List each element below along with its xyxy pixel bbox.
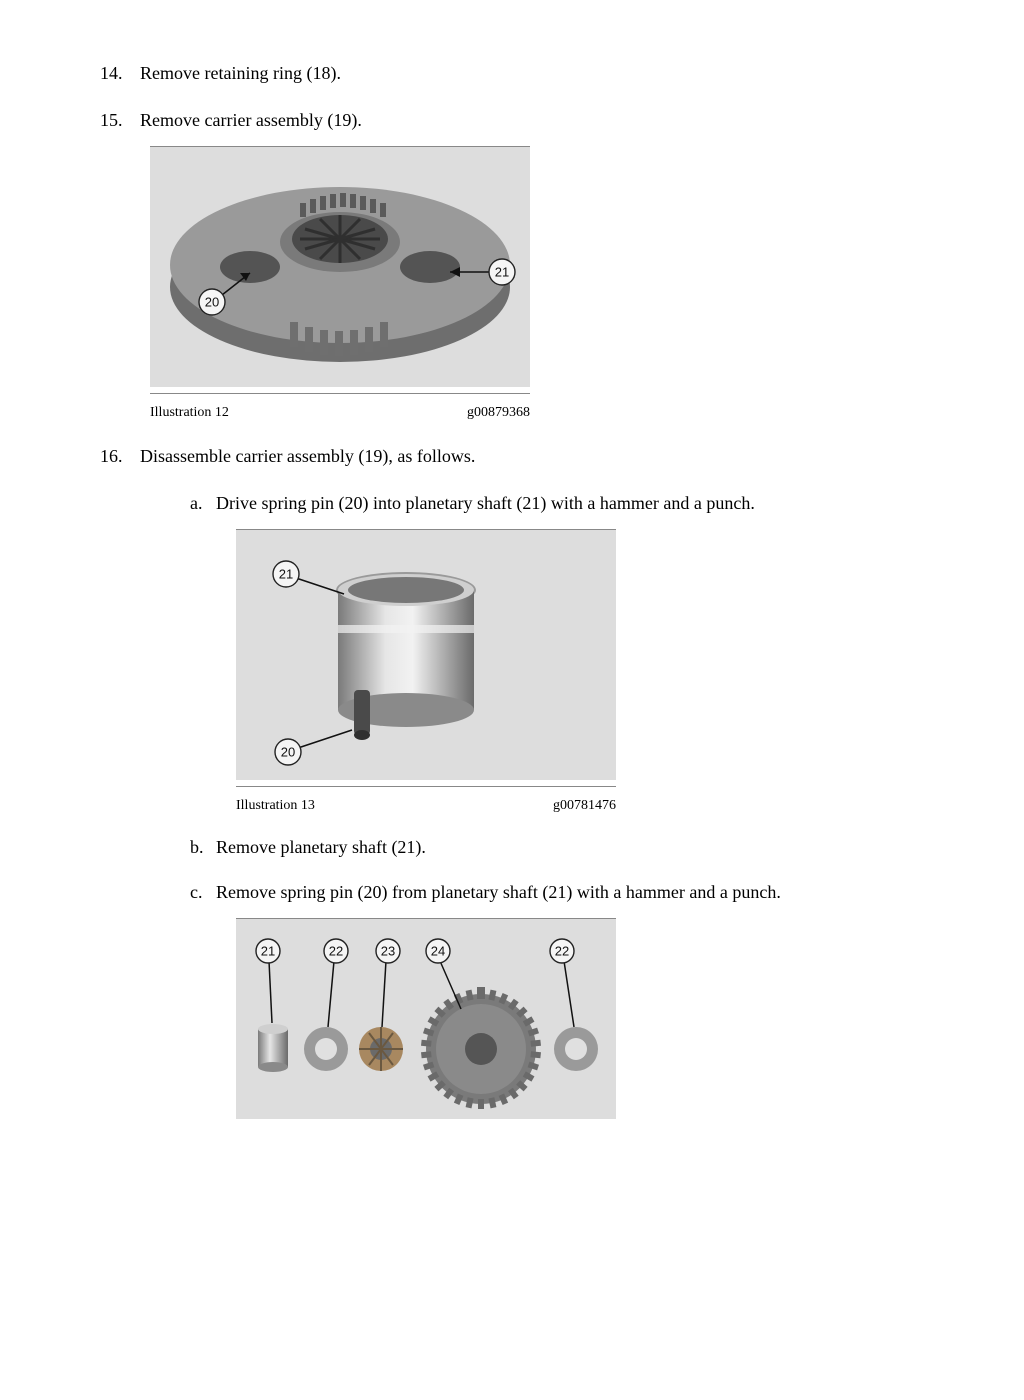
figure-code: g00781476 — [553, 795, 616, 816]
figure-label: Illustration 12 — [150, 402, 229, 423]
illustration-13-image: 21 20 — [236, 530, 616, 780]
step-14: 14. Remove retaining ring (18). — [100, 60, 924, 87]
figure-13-caption: Illustration 13 g00781476 — [236, 795, 616, 816]
callout-20: 20 — [205, 295, 219, 310]
figure-code: g00879368 — [467, 402, 530, 423]
step-text: Remove carrier assembly (19). — [140, 110, 362, 130]
substep-list: a. Drive spring pin (20) into planetary … — [140, 490, 924, 1119]
figure-rule-bottom — [236, 786, 616, 787]
figure-13: 21 20 Illustration 13 g00781476 — [236, 529, 616, 816]
substep-a: a. Drive spring pin (20) into planetary … — [190, 490, 924, 816]
step-15: 15. Remove carrier assembly (19). — [100, 107, 924, 423]
substep-text: Drive spring pin (20) into planetary sha… — [216, 493, 755, 513]
callout-22b: 22 — [555, 944, 569, 959]
substep-c: c. Remove spring pin (20) from planetary… — [190, 879, 924, 1119]
callout-21: 21 — [495, 265, 509, 280]
substep-text: Remove spring pin (20) from planetary sh… — [216, 882, 781, 902]
step-number: 14. — [100, 60, 123, 87]
illustration-12-image: 20 21 — [150, 147, 530, 387]
callout-21: 21 — [279, 567, 293, 582]
figure-12-caption: Illustration 12 g00879368 — [150, 402, 530, 423]
instruction-list: 14. Remove retaining ring (18). 15. Remo… — [100, 60, 924, 1119]
step-16: 16. Disassemble carrier assembly (19), a… — [100, 443, 924, 1119]
callout-24: 24 — [431, 944, 445, 959]
substep-number: c. — [190, 879, 203, 906]
callout-22: 22 — [329, 944, 343, 959]
figure-rule-bottom — [150, 393, 530, 394]
figure-12: 20 21 Illustration 12 g00879368 — [150, 146, 530, 423]
substep-number: b. — [190, 834, 204, 861]
illustration-14-image: 21 22 23 24 22 — [236, 919, 616, 1119]
substep-number: a. — [190, 490, 203, 517]
step-text: Disassemble carrier assembly (19), as fo… — [140, 446, 475, 466]
step-number: 16. — [100, 443, 123, 470]
figure-label: Illustration 13 — [236, 795, 315, 816]
substep-b: b. Remove planetary shaft (21). — [190, 834, 924, 861]
figure-14: 21 22 23 24 22 — [236, 918, 616, 1119]
callout-21: 21 — [261, 944, 275, 959]
step-number: 15. — [100, 107, 123, 134]
step-text: Remove retaining ring (18). — [140, 63, 341, 83]
substep-text: Remove planetary shaft (21). — [216, 837, 426, 857]
callout-23: 23 — [381, 944, 395, 959]
callout-20: 20 — [281, 745, 295, 760]
